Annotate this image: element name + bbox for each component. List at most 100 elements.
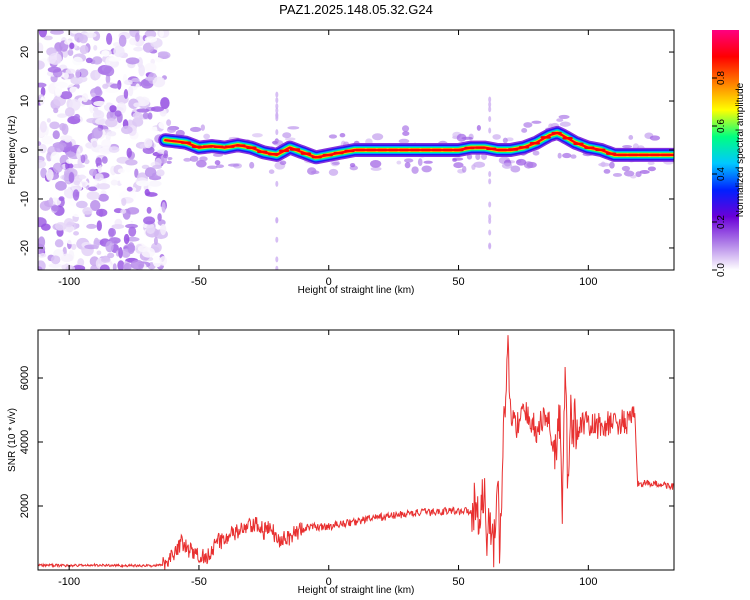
noise-blob bbox=[60, 135, 73, 141]
halo-blob bbox=[183, 157, 192, 162]
noise-blob bbox=[100, 256, 111, 263]
noise-blob bbox=[92, 140, 98, 148]
noise-blob bbox=[114, 110, 122, 117]
noise-blob bbox=[38, 30, 48, 38]
noise-blob bbox=[54, 222, 67, 231]
noise-blob bbox=[46, 169, 54, 181]
colorbar-tick-label: 0.6 bbox=[716, 119, 727, 133]
halo-blob bbox=[249, 161, 255, 169]
streak-blob bbox=[275, 236, 279, 243]
noise-region bbox=[38, 30, 171, 270]
noise-blob bbox=[53, 107, 59, 114]
halo-blob bbox=[402, 131, 410, 137]
halo-blob bbox=[471, 164, 476, 170]
snr-frame bbox=[37, 329, 675, 571]
noise-blob bbox=[40, 223, 51, 231]
noise-blob bbox=[144, 167, 157, 178]
streak-blob bbox=[275, 103, 279, 110]
noise-blob bbox=[128, 85, 134, 97]
noise-blob bbox=[75, 69, 81, 79]
halo-blob bbox=[251, 133, 263, 138]
halo-blob bbox=[195, 159, 207, 168]
noise-blob bbox=[154, 57, 164, 63]
colorbar-tick-label: 0.2 bbox=[716, 215, 727, 229]
noise-blob bbox=[48, 263, 63, 269]
halo-blob bbox=[328, 134, 338, 139]
streak-blob bbox=[488, 101, 492, 108]
noise-blob bbox=[39, 120, 47, 133]
noise-blob bbox=[119, 172, 124, 185]
noise-blob bbox=[127, 242, 135, 254]
noise-blob bbox=[38, 159, 47, 169]
noise-blob bbox=[96, 250, 102, 255]
noise-blob bbox=[82, 207, 93, 215]
noise-blob bbox=[131, 77, 140, 83]
snr-x-axis-label: Height of straight line (km) bbox=[298, 585, 415, 596]
halo-blob bbox=[612, 172, 623, 177]
noise-blob bbox=[157, 213, 162, 222]
noise-blob bbox=[125, 57, 140, 65]
noise-blob bbox=[101, 156, 108, 164]
noise-blob bbox=[123, 89, 129, 99]
noise-blob bbox=[52, 162, 63, 173]
x-tick-label: -50 bbox=[191, 576, 207, 588]
x-tick-label: 50 bbox=[452, 276, 464, 288]
noise-blob bbox=[51, 205, 60, 212]
noise-blob bbox=[73, 180, 81, 186]
colorbar-label: Normalized spectral amplitude bbox=[735, 82, 746, 217]
halo-blob bbox=[515, 158, 527, 166]
noise-blob bbox=[145, 224, 156, 235]
noise-blob bbox=[97, 183, 111, 190]
noise-blob bbox=[110, 59, 120, 68]
halo-blob bbox=[557, 152, 562, 159]
noise-blob bbox=[65, 68, 76, 74]
noise-blob bbox=[41, 135, 54, 145]
halo-blob bbox=[212, 153, 224, 157]
spectrogram-y-axis: -20 -10 0 10 20 bbox=[19, 46, 674, 256]
noise-blob bbox=[121, 197, 127, 206]
colorbar-tick-label: 0.0 bbox=[716, 263, 727, 277]
streak-blob bbox=[488, 171, 492, 178]
noise-blob bbox=[52, 130, 60, 140]
y-tick-label: 2000 bbox=[19, 494, 31, 518]
noise-blob bbox=[98, 193, 109, 202]
halo-blob bbox=[268, 169, 275, 174]
noise-blob bbox=[159, 256, 168, 266]
noise-blob bbox=[60, 253, 74, 263]
x-tick-label: 0 bbox=[326, 276, 332, 288]
noise-blob bbox=[54, 239, 64, 248]
halo-blob bbox=[452, 158, 457, 162]
halo-blob bbox=[370, 166, 382, 171]
noise-blob bbox=[48, 197, 54, 207]
colorbar-gradient bbox=[712, 30, 739, 270]
noise-blob bbox=[47, 66, 62, 73]
halo-blob bbox=[402, 125, 410, 132]
noise-blob bbox=[161, 201, 166, 213]
noise-blob bbox=[67, 49, 74, 56]
noise-blob bbox=[125, 159, 138, 166]
noise-blob bbox=[159, 30, 165, 38]
halo-blob bbox=[501, 162, 513, 169]
noise-blob bbox=[133, 102, 141, 108]
noise-blob bbox=[38, 141, 42, 147]
noise-blob bbox=[57, 113, 68, 118]
halo-blob bbox=[603, 168, 611, 174]
noise-blob bbox=[137, 245, 149, 253]
noise-blob bbox=[77, 75, 88, 83]
halo-blob bbox=[623, 170, 635, 177]
noise-blob bbox=[72, 189, 80, 201]
noise-blob bbox=[154, 191, 162, 199]
streak-blob bbox=[275, 256, 279, 263]
noise-blob bbox=[110, 83, 121, 89]
noise-blob bbox=[84, 159, 90, 165]
noise-blob bbox=[50, 151, 60, 163]
halo-blob bbox=[398, 138, 410, 144]
noise-blob bbox=[68, 172, 75, 184]
halo-blob bbox=[510, 165, 521, 173]
noise-blob bbox=[118, 34, 127, 47]
noise-blob bbox=[107, 252, 115, 259]
noise-blob bbox=[71, 243, 77, 250]
noise-blob bbox=[46, 118, 51, 123]
noise-blob bbox=[138, 64, 146, 77]
noise-blob bbox=[54, 143, 65, 153]
